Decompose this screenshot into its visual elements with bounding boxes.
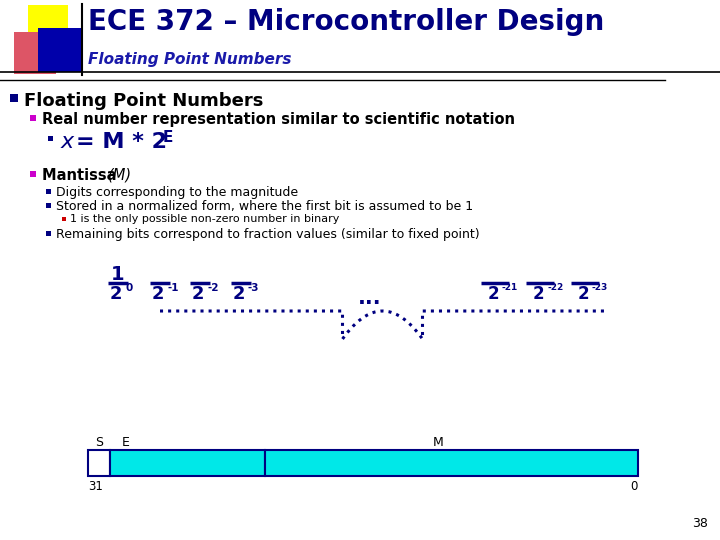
Text: 0: 0 — [125, 283, 132, 293]
Text: Stored in a normalized form, where the first bit is assumed to be 1: Stored in a normalized form, where the f… — [56, 200, 473, 213]
Text: 8: 8 — [183, 456, 192, 470]
Text: 1 is the only possible non-zero number in binary: 1 is the only possible non-zero number i… — [70, 214, 339, 224]
Text: Floating Point Numbers: Floating Point Numbers — [88, 52, 292, 67]
Text: -21: -21 — [502, 283, 518, 292]
Bar — [30, 171, 36, 177]
Text: 1: 1 — [111, 265, 125, 284]
Bar — [88, 450, 110, 476]
Bar — [46, 203, 51, 208]
Text: 2: 2 — [152, 285, 164, 303]
Text: M: M — [433, 436, 444, 449]
Text: $\mathit{x}$: $\mathit{x}$ — [60, 132, 76, 152]
Text: Digits corresponding to the magnitude: Digits corresponding to the magnitude — [56, 186, 298, 199]
Bar — [38, 28, 82, 72]
Text: 38: 38 — [692, 517, 708, 530]
Bar — [14, 32, 56, 74]
Text: 23: 23 — [442, 456, 462, 470]
Bar — [46, 189, 51, 194]
Text: ECE 372 – Microcontroller Design: ECE 372 – Microcontroller Design — [88, 8, 604, 36]
Bar — [46, 231, 51, 236]
Text: S: S — [95, 436, 103, 449]
Bar — [265, 450, 638, 476]
Text: 0: 0 — [631, 480, 638, 493]
Text: Remaining bits correspond to fraction values (similar to fixed point): Remaining bits correspond to fraction va… — [56, 228, 480, 241]
Text: E: E — [163, 130, 174, 145]
Text: -22: -22 — [547, 283, 563, 292]
Text: Real number representation similar to scientific notation: Real number representation similar to sc… — [42, 112, 515, 127]
Text: 2: 2 — [532, 285, 544, 303]
Text: 2: 2 — [233, 285, 246, 303]
Text: = M * 2: = M * 2 — [76, 132, 167, 152]
Text: Mantissa: Mantissa — [42, 168, 122, 183]
Text: Floating Point Numbers: Floating Point Numbers — [24, 92, 264, 110]
Bar — [48, 136, 53, 141]
Text: 2: 2 — [192, 285, 204, 303]
Text: -2: -2 — [207, 283, 218, 293]
Bar — [30, 115, 36, 121]
Text: -3: -3 — [248, 283, 259, 293]
Text: (M): (M) — [108, 168, 132, 183]
Text: ...: ... — [358, 288, 382, 308]
Text: 31: 31 — [88, 480, 103, 493]
Bar — [110, 450, 265, 476]
Text: E: E — [122, 436, 130, 449]
Text: -23: -23 — [592, 283, 608, 292]
Bar — [28, 5, 68, 45]
Text: -1: -1 — [167, 283, 179, 293]
Bar — [62, 217, 66, 221]
Text: 2: 2 — [577, 285, 589, 303]
Text: 1: 1 — [94, 456, 104, 470]
Text: 2: 2 — [109, 285, 122, 303]
Text: 2: 2 — [487, 285, 499, 303]
Bar — [10, 94, 18, 102]
